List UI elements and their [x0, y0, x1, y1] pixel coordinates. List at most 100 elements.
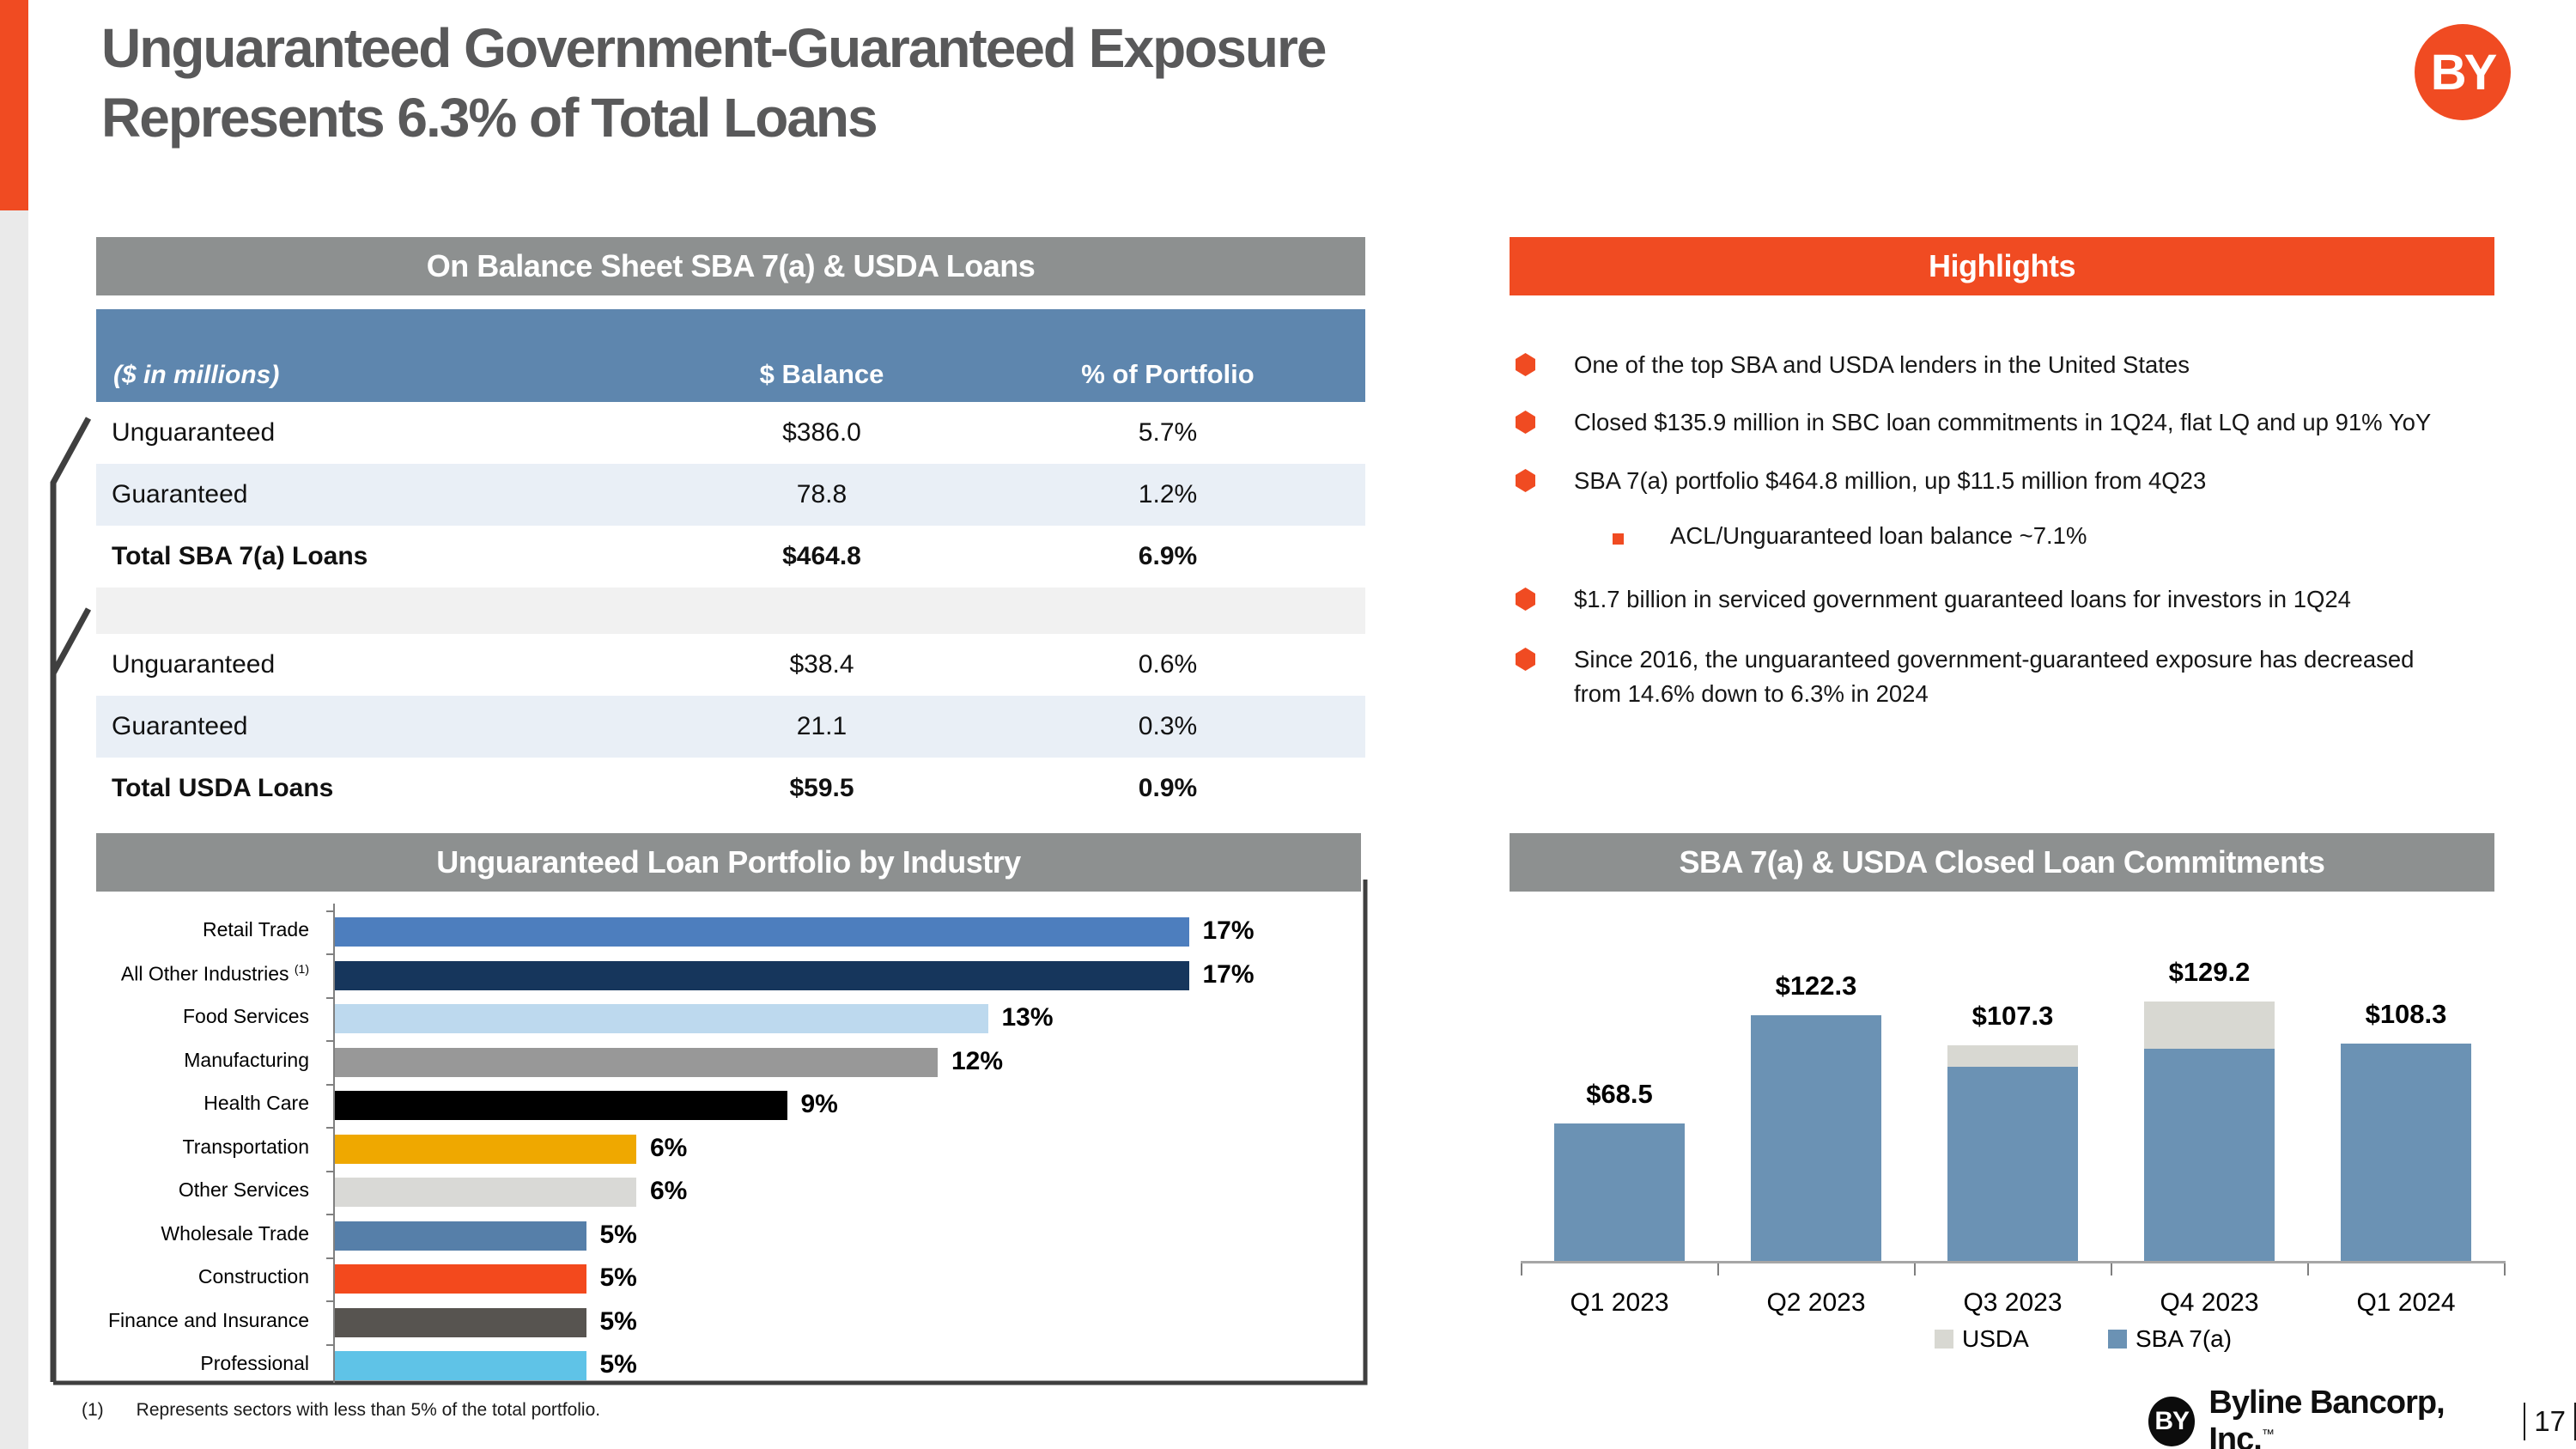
row-balance: 21.1	[796, 712, 848, 740]
industry-bar	[335, 1134, 636, 1164]
industry-bar	[335, 1307, 586, 1337]
column-portfolio: % of Portfolio	[1081, 359, 1255, 389]
highlights-header: Highlights	[1510, 237, 2494, 295]
footnote-text: Represents sectors with less than 5% of …	[136, 1400, 601, 1420]
commitments-axis-tick	[1717, 1263, 1719, 1275]
legend-swatch-sba	[2108, 1330, 2127, 1349]
table-row: Unguaranteed $386.0 5.7%	[96, 402, 1365, 464]
column-balance: $ Balance	[759, 359, 884, 389]
row-portfolio: 0.3%	[1138, 712, 1198, 740]
industry-bar-value: 17%	[1202, 916, 1255, 945]
industry-bar-value: 5%	[599, 1306, 637, 1336]
industry-axis-tick	[326, 1040, 333, 1043]
byline-footer-logo: BY	[2148, 1397, 2196, 1446]
commitments-axis-tick	[2504, 1263, 2506, 1275]
commitments-axis-tick	[1914, 1263, 1916, 1275]
row-label: Total SBA 7(a) Loans	[112, 542, 368, 570]
industry-chart-frame	[53, 880, 1368, 1385]
industry-axis-tick	[326, 1343, 333, 1346]
row-portfolio: 5.7%	[1138, 418, 1198, 447]
commitments-value-label: $68.5	[1586, 1078, 1653, 1109]
highlight-item: SBA 7(a) portfolio $464.8 million, up $1…	[1574, 467, 2207, 494]
industry-category-label: Other Services	[178, 1178, 309, 1201]
left-edge-accent-bar	[0, 0, 28, 210]
page-number-group: 17	[2524, 1403, 2576, 1440]
footnote-marker: (1)	[82, 1400, 104, 1420]
page-number: 17	[2534, 1405, 2566, 1437]
industry-bar	[335, 1091, 787, 1120]
commitments-bar-sba	[1947, 1066, 2078, 1261]
units-label: ($ in millions)	[113, 361, 280, 389]
page-title: Unguaranteed Government-Guaranteed Expos…	[101, 17, 1327, 149]
row-balance: $38.4	[789, 650, 854, 679]
industry-chart-header: Unguaranteed Loan Portfolio by Industry	[96, 833, 1361, 892]
industry-axis-tick	[326, 910, 333, 912]
footnote: (1) Represents sectors with less than 5%…	[82, 1400, 600, 1421]
industry-bar-value: 13%	[1001, 1003, 1054, 1032]
footnote-ref: (1)	[294, 961, 309, 976]
industry-axis-tick	[326, 1257, 333, 1259]
unguaranteed-bracket-branch	[50, 607, 92, 675]
industry-bar	[335, 1264, 586, 1294]
balance-table-column-row: ($ in millions) $ Balance % of Portfolio	[96, 309, 1365, 402]
row-label: Guaranteed	[112, 480, 248, 508]
row-label: Total USDA Loans	[112, 774, 334, 802]
highlight-bullet-icon	[1516, 411, 1535, 434]
highlight-bullet-icon	[1516, 588, 1535, 611]
table-row: Guaranteed 21.1 0.3%	[96, 696, 1365, 758]
commitments-value-label: $129.2	[2168, 956, 2251, 987]
commitments-chart-axis	[1521, 1261, 2506, 1263]
industry-bar	[335, 1351, 586, 1380]
commitments-bar-usda	[1947, 1044, 2078, 1067]
industry-category-label: Construction	[197, 1265, 309, 1288]
footer: BY Byline Bancorp, Inc.™ 17	[2148, 1385, 2576, 1449]
industry-category-label: Wholesale Trade	[161, 1221, 309, 1245]
commitments-x-label: Q1 2024	[2356, 1288, 2456, 1317]
industry-bar	[335, 1221, 586, 1251]
industry-axis-tick	[326, 1300, 333, 1303]
page-number-bar-left	[2524, 1403, 2526, 1440]
industry-category-label: Retail Trade	[202, 918, 309, 941]
highlight-item: $1.7 billion in serviced government guar…	[1574, 586, 2351, 612]
commitments-bar-usda	[2144, 1001, 2275, 1049]
industry-bar	[335, 1004, 988, 1033]
industry-bar-value: 17%	[1202, 959, 1255, 989]
row-balance: 78.8	[796, 480, 848, 508]
industry-bar	[335, 917, 1189, 947]
industry-category-label: Finance and Insurance	[108, 1308, 309, 1331]
row-portfolio: 0.6%	[1138, 650, 1198, 679]
industry-bar	[335, 960, 1189, 990]
industry-category-label: Professional	[200, 1352, 309, 1374]
commitments-axis-tick	[1521, 1263, 1522, 1275]
industry-axis-tick	[326, 996, 333, 999]
balance-table-header: On Balance Sheet SBA 7(a) & USDA Loans	[96, 237, 1365, 295]
industry-category-label: Manufacturing	[184, 1048, 309, 1071]
commitments-bar-sba	[1554, 1123, 1685, 1261]
table-row: Total USDA Loans $59.5 0.9%	[96, 758, 1365, 819]
byline-logo: BY	[2415, 24, 2511, 120]
industry-bar-value: 5%	[599, 1350, 637, 1379]
industry-axis-tick	[326, 1214, 333, 1216]
legend-swatch-usda	[1935, 1330, 1953, 1349]
industry-bar-value: 12%	[951, 1046, 1004, 1075]
industry-axis-tick	[326, 1127, 333, 1129]
highlight-item: Since 2016, the unguaranteed government-…	[1574, 646, 2415, 707]
row-portfolio: 1.2%	[1138, 480, 1198, 508]
commitments-x-label: Q1 2023	[1570, 1288, 1669, 1317]
row-balance: $386.0	[782, 418, 861, 447]
commitments-x-label: Q2 2023	[1766, 1288, 1866, 1317]
industry-bar-value: 6%	[650, 1133, 688, 1162]
legend-item: SBA 7(a)	[2108, 1325, 2232, 1353]
row-portfolio: 0.9%	[1138, 774, 1198, 802]
row-balance: $59.5	[789, 774, 854, 802]
row-balance: $464.8	[782, 542, 861, 570]
highlight-bullet-icon	[1516, 648, 1535, 671]
industry-bar-value: 5%	[599, 1263, 637, 1292]
legend-label: USDA	[1962, 1325, 2029, 1352]
highlight-sub-bullet-icon	[1613, 533, 1624, 545]
table-spacer-row	[96, 588, 1365, 634]
highlight-item: Closed $135.9 million in SBC loan commit…	[1574, 409, 2432, 435]
footer-brand-name: Byline Bancorp, Inc.™	[2208, 1385, 2498, 1449]
industry-bar-value: 6%	[650, 1177, 688, 1205]
